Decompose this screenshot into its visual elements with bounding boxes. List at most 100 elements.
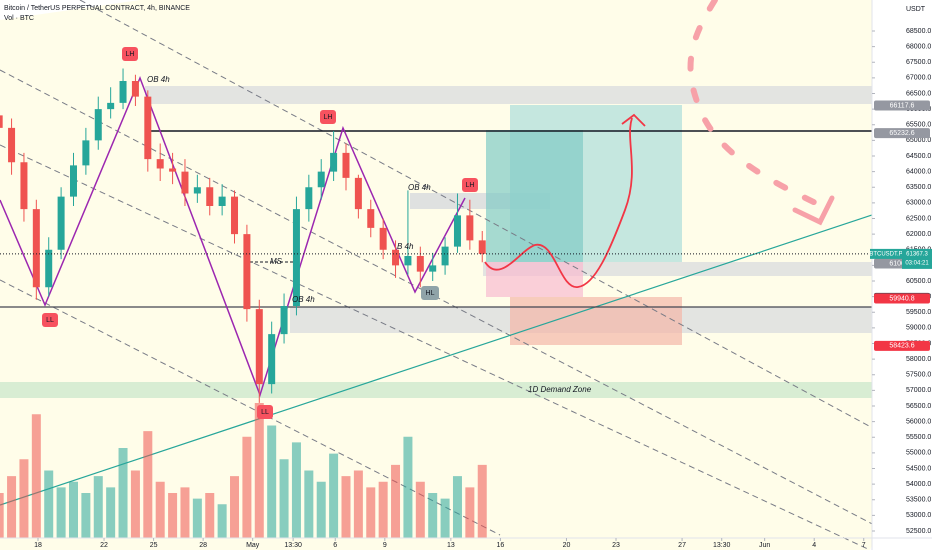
y-tick-label: 64500.0 [906, 153, 931, 160]
x-tick-label: 22 [100, 542, 108, 549]
annotation: 1D Demand Zone [528, 385, 592, 394]
annotation: OB 4h [292, 295, 315, 304]
volume-bar [329, 453, 339, 538]
candle-body [231, 196, 239, 235]
y-tick-label: 54500.0 [906, 465, 931, 472]
candle-body [392, 249, 400, 266]
volume-bar [366, 487, 376, 538]
candle-body [354, 177, 362, 210]
price-tag-label: 58423.6 [889, 343, 914, 350]
volume-bar [415, 481, 425, 538]
last-price-tag [902, 248, 932, 269]
candle-body [94, 109, 102, 141]
x-tick-label: 25 [150, 542, 158, 549]
y-tick-label: 52500.0 [906, 528, 931, 535]
candle-body [206, 187, 214, 206]
volume-bar [477, 464, 487, 538]
volume-bar [81, 493, 91, 538]
label-bubble [122, 47, 138, 61]
zigzag [0, 75, 466, 398]
y-tick-label: 60500.0 [906, 278, 931, 285]
volume-bar [0, 493, 4, 538]
volume-bar [205, 493, 215, 538]
annotation: LH [466, 182, 475, 189]
volume-bar [378, 481, 388, 538]
candle-body [305, 187, 313, 210]
last-price-label: 61367.3 [906, 251, 928, 257]
candle-body [292, 209, 300, 306]
volume-bar [56, 487, 66, 538]
price-tag [874, 128, 930, 139]
volume-bar [428, 493, 438, 538]
annotation: B 4h [397, 242, 414, 251]
label-bubble [320, 110, 336, 124]
candle-body [453, 215, 461, 247]
volume-bar [143, 431, 153, 538]
volume-bar [440, 498, 450, 538]
candle-body [342, 152, 350, 178]
y-tick-label: 68000.0 [906, 43, 931, 50]
price-tag [874, 340, 930, 351]
price-tag-label: 59940.8 [889, 295, 914, 302]
candle-body [193, 187, 201, 194]
candle-body [57, 196, 65, 250]
y-tick-label: 55500.0 [906, 434, 931, 441]
y-tick-label: 67000.0 [906, 75, 931, 82]
x-tick-label: 6 [333, 542, 337, 549]
volume-bar [279, 459, 289, 538]
zone [145, 86, 872, 104]
volume-bar [192, 498, 202, 538]
volume-bar [168, 493, 178, 538]
candle-body [0, 115, 3, 128]
y-tick-label: 56000.0 [906, 418, 931, 425]
volume-bar [341, 476, 351, 538]
volume-bar [180, 487, 190, 538]
candle-body [268, 334, 276, 385]
volume-bar [230, 476, 240, 538]
projection-dashed [687, 0, 833, 213]
volume-bar [452, 476, 462, 538]
arrow-head [792, 195, 835, 226]
candle-body [218, 196, 226, 206]
price-tag-label: 66117.6 [890, 102, 915, 109]
price-tag [874, 293, 930, 304]
x-tick-label: 13:30 [713, 542, 731, 549]
y-tick-label: 59000.0 [906, 325, 931, 332]
x-tick-label: 18 [34, 542, 42, 549]
volume-bar [291, 442, 301, 538]
volume-bar [106, 487, 116, 538]
annotation: LL [46, 317, 54, 324]
y-tick-label: 53000.0 [906, 512, 931, 519]
volume-bar [316, 481, 326, 538]
volume-bar [93, 476, 103, 538]
countdown-label: 03:04:21 [905, 260, 929, 266]
candle-body [317, 171, 325, 188]
axes: 52500.0 53000.0 53500.0 54000.0 54500.0 55000… [0, 28, 932, 549]
candle-body [367, 209, 375, 228]
candle-body [131, 81, 139, 97]
channel-line [0, 69, 924, 550]
x-tick-label: 27 [678, 542, 686, 549]
y-tick-label: 65000.0 [906, 137, 931, 144]
candle-body [441, 246, 449, 266]
y-tick-label: 63000.0 [906, 200, 931, 207]
y-tick-label: 57500.0 [906, 372, 931, 379]
candles [0, 68, 486, 403]
annotation: OB 4h [408, 183, 431, 192]
axis-unit: USDT [906, 6, 926, 13]
volume-pane [0, 403, 487, 538]
volume-bar [44, 470, 54, 538]
volume-bar [130, 470, 140, 538]
y-tick-label: 66500.0 [906, 90, 931, 97]
annotation: MS [270, 257, 283, 266]
annotation: LH [126, 51, 135, 58]
channel-line [79, 0, 932, 461]
volume-bar [217, 504, 227, 538]
y-tick-label: 64000.0 [906, 168, 931, 175]
volume-bar [304, 470, 314, 538]
y-tick-label: 63500.0 [906, 184, 931, 191]
chart-subtitle: Vol · BTC [4, 15, 34, 22]
candle-body [107, 102, 115, 110]
